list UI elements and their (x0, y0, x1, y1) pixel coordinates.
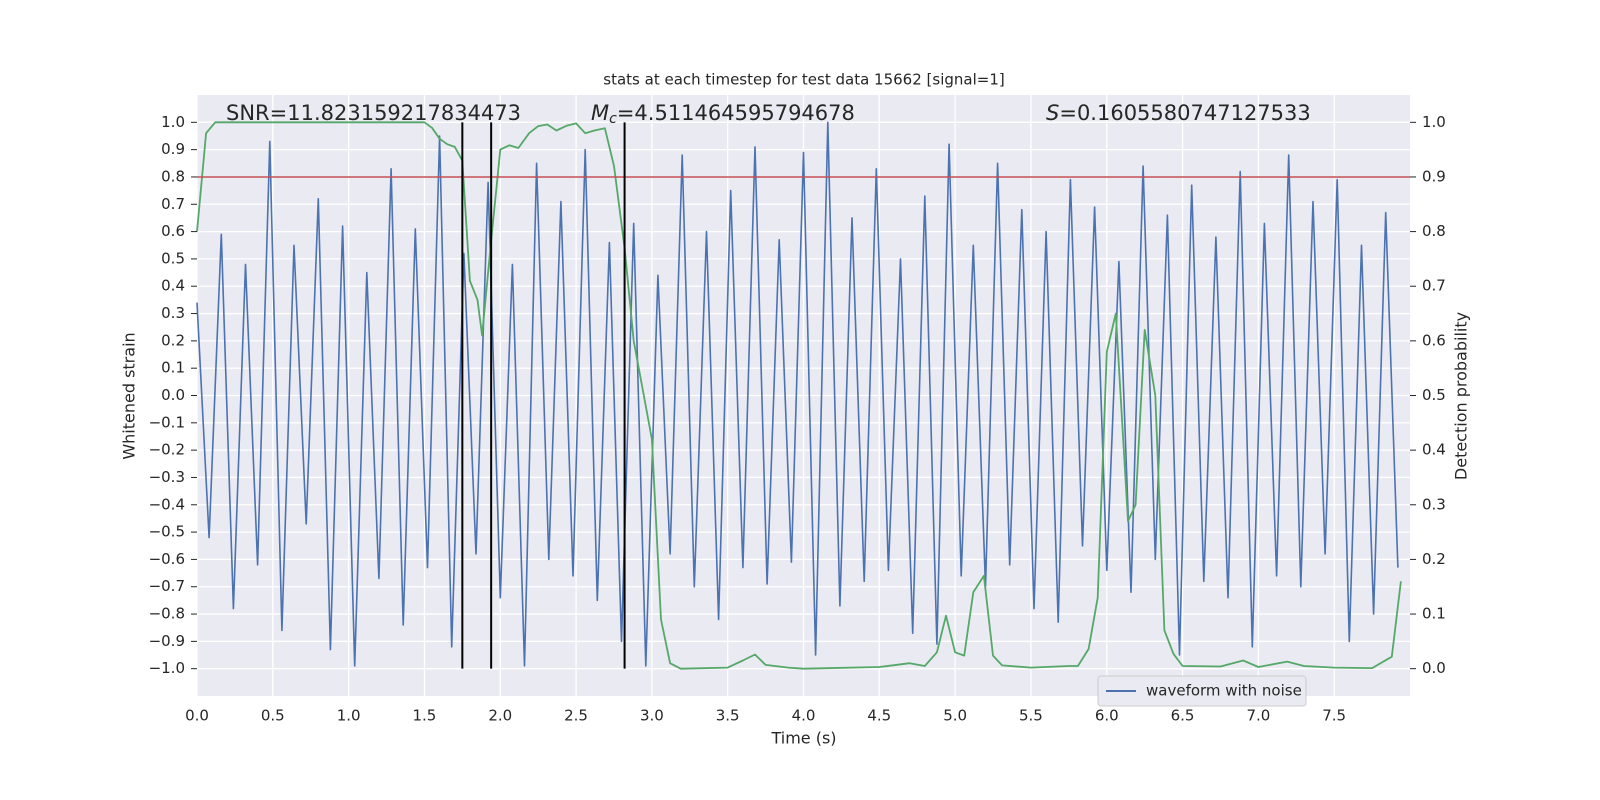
y-tick-label: 0.8 (161, 167, 185, 185)
y2-tick-label: 0.0 (1422, 659, 1446, 677)
x-tick-label: 3.0 (640, 707, 664, 725)
y-tick-label: 0.6 (161, 222, 185, 240)
annotation: SNR=11.823159217834473 (226, 101, 521, 125)
x-tick-label: 7.0 (1246, 707, 1270, 725)
series-line (196, 121, 1399, 667)
y-tick-label: 0.5 (161, 249, 185, 267)
y2-tick-label: 0.8 (1422, 222, 1446, 240)
x-tick-label: 0.0 (185, 707, 209, 725)
y-tick-label: 0.1 (161, 359, 185, 377)
y2-axis-label: Detection probability (1452, 312, 1471, 480)
x-tick-label: 0.5 (261, 707, 285, 725)
y2-tick-label: 0.1 (1422, 605, 1446, 623)
y-tick-label: 0.4 (161, 277, 185, 295)
legend-label: waveform with noise (1146, 682, 1302, 700)
y-tick-label: −0.2 (149, 441, 185, 459)
x-tick-label: 4.5 (867, 707, 891, 725)
y-tick-label: 0.2 (161, 331, 185, 349)
x-tick-label: 1.0 (337, 707, 361, 725)
chart-title: stats at each timestep for test data 156… (603, 71, 1004, 89)
y-tick-label: −0.9 (149, 632, 185, 650)
x-tick-label: 6.5 (1171, 707, 1195, 725)
y2-tick-label: 0.3 (1422, 495, 1446, 513)
annotation-symbol: S (1046, 101, 1059, 125)
series-line (196, 121, 1402, 670)
y-tick-label: −0.4 (149, 495, 185, 513)
y-tick-label: −0.5 (149, 523, 185, 541)
y2-tick-label: 0.9 (1422, 167, 1446, 185)
y-tick-label: 0.7 (161, 195, 185, 213)
y-tick-label: −0.8 (149, 605, 185, 623)
y2-tick-label: 1.0 (1422, 113, 1446, 131)
x-tick-label: 5.0 (943, 707, 967, 725)
x-axis-label: Time (s) (770, 729, 836, 748)
y2-tick-label: 0.5 (1422, 386, 1446, 404)
y-tick-label: −0.1 (149, 413, 185, 431)
x-tick-label: 4.0 (792, 707, 816, 725)
annotation-value: =4.511464595794678 (617, 101, 855, 125)
y-tick-label: −0.6 (149, 550, 185, 568)
y-axis-label: Whitened strain (120, 332, 139, 459)
annotation-symbol: M (591, 101, 609, 125)
y2-tick-label: 0.6 (1422, 331, 1446, 349)
y-tick-label: 0.0 (161, 386, 185, 404)
y2-tick-label: 0.4 (1422, 441, 1446, 459)
y-tick-label: −0.7 (149, 577, 185, 595)
y-tick-label: −0.3 (149, 468, 185, 486)
y-tick-label: 0.3 (161, 304, 185, 322)
annotation-subscript: c (609, 111, 617, 127)
legend (1097, 675, 1307, 707)
x-tick-label: 2.0 (488, 707, 512, 725)
x-tick-label: 6.0 (1095, 707, 1119, 725)
annotation: Mc=4.511464595794678 (591, 101, 855, 127)
x-tick-label: 3.5 (716, 707, 740, 725)
y-tick-label: 0.9 (161, 140, 185, 158)
x-tick-label: 5.5 (1019, 707, 1043, 725)
y-tick-label: −1.0 (149, 659, 185, 677)
y2-tick-label: 0.2 (1422, 550, 1446, 568)
annotation-value: =0.1605580747127533 (1059, 101, 1310, 125)
annotation: S=0.1605580747127533 (1046, 101, 1311, 125)
y2-tick-label: 0.7 (1422, 277, 1446, 295)
x-tick-label: 1.5 (413, 707, 437, 725)
y-tick-label: 1.0 (161, 113, 185, 131)
x-tick-label: 2.5 (564, 707, 588, 725)
x-tick-label: 7.5 (1322, 707, 1346, 725)
